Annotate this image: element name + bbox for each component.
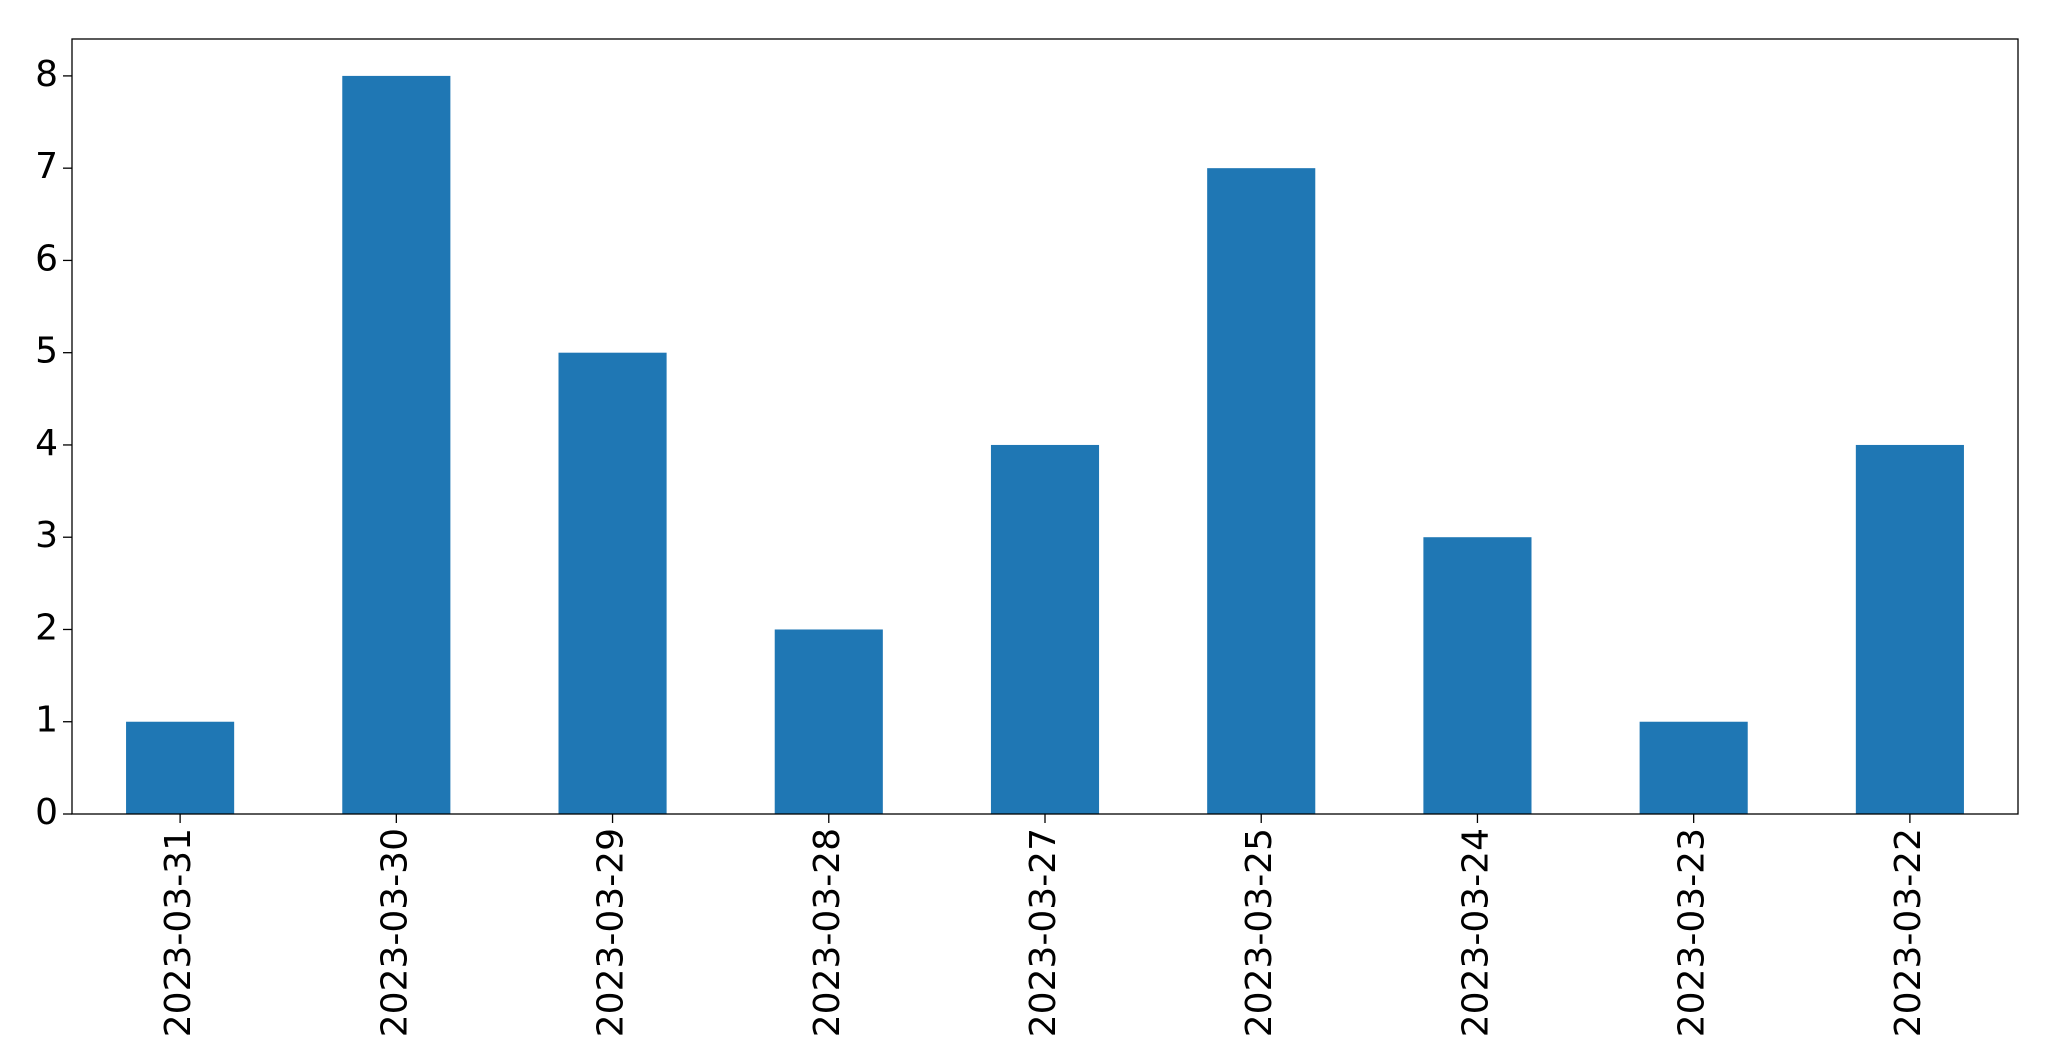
x-tick-label: 2023-03-24	[1455, 828, 1496, 1037]
x-tick-label: 2023-03-25	[1239, 828, 1280, 1037]
bar	[1855, 444, 1964, 814]
x-tick-label: 2023-03-29	[591, 828, 632, 1037]
bar	[990, 444, 1100, 814]
y-tick-label: 5	[35, 331, 58, 372]
x-tick-label: 2023-03-28	[807, 828, 848, 1037]
y-tick-label: 0	[35, 792, 58, 833]
bar	[1639, 721, 1748, 814]
bar	[342, 75, 451, 814]
plot-frame	[71, 38, 2019, 815]
y-tick-label: 1	[35, 700, 58, 741]
x-tick-label: 2023-03-23	[1672, 828, 1713, 1037]
y-tick-label: 3	[35, 515, 58, 556]
bar	[558, 352, 667, 814]
y-tick-label: 7	[35, 146, 58, 187]
x-tick-label: 2023-03-22	[1888, 828, 1929, 1037]
bar	[126, 721, 235, 814]
y-tick-label: 4	[35, 423, 58, 464]
bar	[774, 629, 883, 814]
y-tick-label: 2	[35, 607, 58, 648]
y-tick-label: 8	[35, 54, 58, 95]
bar	[1423, 537, 1532, 814]
x-tick-label: 2023-03-30	[374, 828, 415, 1037]
x-tick-label: 2023-03-27	[1023, 828, 1064, 1037]
bar	[1207, 168, 1316, 814]
y-tick-label: 6	[35, 238, 58, 279]
x-tick-label: 2023-03-31	[158, 828, 199, 1037]
